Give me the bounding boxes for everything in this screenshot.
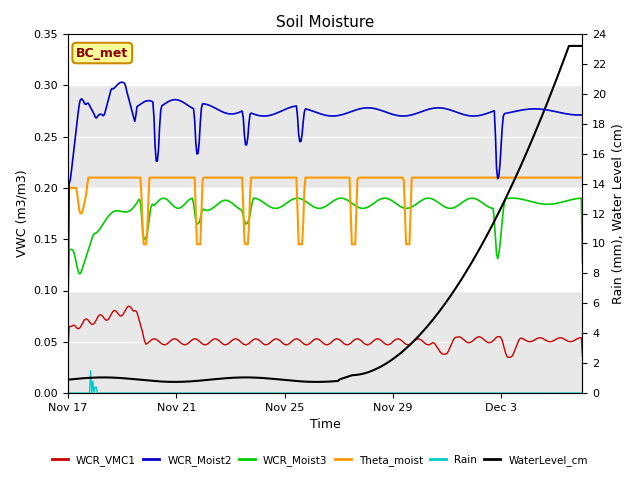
- Text: BC_met: BC_met: [76, 47, 129, 60]
- Y-axis label: Rain (mm), Water Level (cm): Rain (mm), Water Level (cm): [612, 123, 625, 304]
- X-axis label: Time: Time: [310, 419, 340, 432]
- Bar: [68, 34, 582, 85]
- Legend: WCR_VMC1, WCR_Moist2, WCR_Moist3, Theta_moist, Rain, WaterLevel_cm: WCR_VMC1, WCR_Moist2, WCR_Moist3, Theta_…: [48, 451, 592, 470]
- Bar: [68, 188, 582, 290]
- Y-axis label: VWC (m3/m3): VWC (m3/m3): [15, 170, 28, 257]
- Title: Soil Moisture: Soil Moisture: [276, 15, 374, 30]
